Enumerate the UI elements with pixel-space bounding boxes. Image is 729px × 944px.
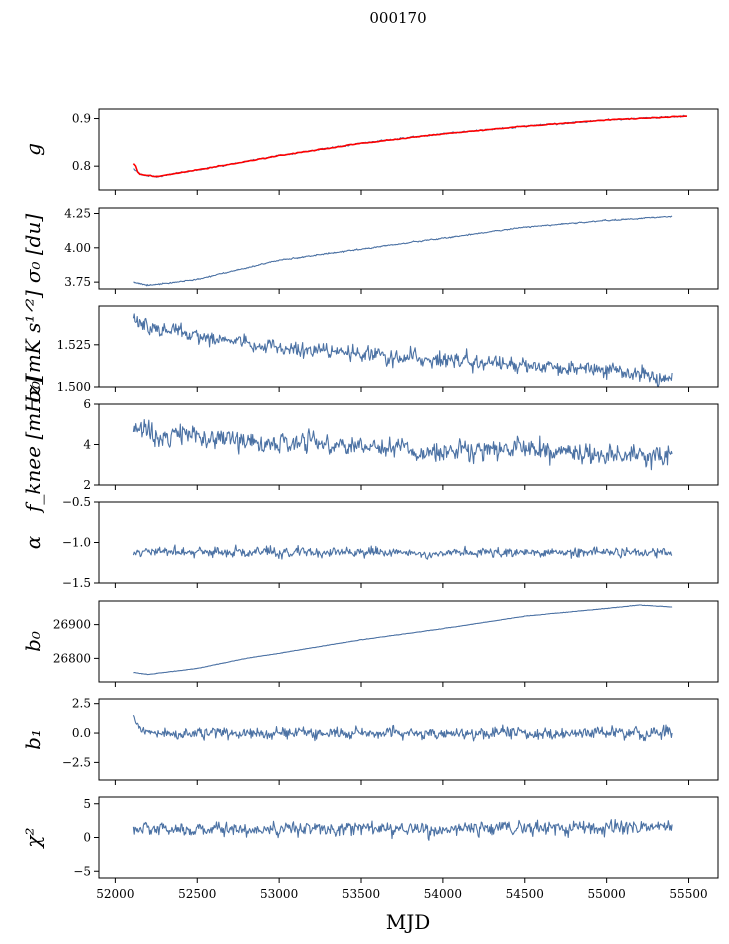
series-line-fknee bbox=[132, 419, 673, 471]
x-tick-label: 53500 bbox=[342, 887, 380, 901]
y-tick-label-chi2: 0 bbox=[83, 831, 91, 845]
y-axis-label-b0: b₀ bbox=[21, 631, 45, 652]
axes-frame-fknee bbox=[98, 403, 719, 486]
y-axis-label-g: g bbox=[21, 143, 45, 156]
y-tick-label-chi2: 5 bbox=[83, 797, 91, 811]
panel-sigma0_du: 3.75 4.00 4.25 σ₀ [du] bbox=[21, 206, 719, 294]
shared-x-axis: 52000 52500 53000 53500 54000 54500 55000 55500 bbox=[96, 887, 707, 901]
y-tick-label-fknee: 2 bbox=[83, 478, 91, 492]
y-tick-label-sigma0_du: 4.00 bbox=[64, 241, 91, 255]
series-line-g bbox=[133, 114, 688, 178]
x-tick-label: 55000 bbox=[588, 887, 626, 901]
y-tick-label-alpha: −1.5 bbox=[62, 576, 91, 590]
series-line-alpha bbox=[132, 544, 673, 560]
panel-fknee: 2 4 6 f_knee [mHz] bbox=[21, 377, 719, 514]
x-tick-label: 54500 bbox=[506, 887, 544, 901]
figure-suptitle: 000170 bbox=[369, 9, 426, 27]
y-tick-label-fknee: 6 bbox=[83, 397, 91, 411]
x-axis-label: MJD bbox=[386, 910, 431, 934]
y-axis-label-chi2: χ² bbox=[21, 827, 45, 849]
axes-frame-b1 bbox=[98, 698, 719, 781]
y-tick-label-alpha: −0.5 bbox=[62, 495, 91, 509]
panel-alpha: −1.5 −1.0 −0.5 α bbox=[21, 495, 719, 590]
y-tick-label-fknee: 4 bbox=[83, 438, 91, 452]
x-tick-label: 52500 bbox=[178, 887, 216, 901]
y-tick-label-g: 0.8 bbox=[72, 159, 91, 173]
y-tick-label-b1: 2.5 bbox=[72, 697, 91, 711]
y-tick-label-alpha: −1.0 bbox=[62, 536, 91, 550]
series-line-b1 bbox=[132, 714, 673, 742]
overlay-line-g bbox=[132, 115, 687, 178]
y-tick-label-b1: −2.5 bbox=[62, 755, 91, 769]
y-axis-label-alpha: α bbox=[21, 535, 45, 549]
y-axis-label-sigma0_mk: σ₀[mK s¹ᐟ²] bbox=[21, 290, 45, 403]
axes-frame-chi2 bbox=[98, 796, 719, 879]
axes-frame-b0 bbox=[98, 600, 719, 683]
y-tick-label-sigma0_du: 4.25 bbox=[64, 206, 91, 220]
y-tick-label-sigma0_mk: 1.525 bbox=[57, 338, 91, 352]
y-tick-label-b0: 26800 bbox=[53, 651, 91, 665]
panel-g: 0.8 0.9 g bbox=[21, 108, 719, 195]
panel-sigma0_mk: 1.500 1.525 σ₀[mK s¹ᐟ²] bbox=[21, 290, 719, 403]
panel-chi2: −5 0 5 χ² bbox=[21, 796, 719, 883]
x-tick-label: 53000 bbox=[260, 887, 298, 901]
y-tick-label-b1: 0.0 bbox=[72, 726, 91, 740]
axes-frame-g bbox=[98, 108, 719, 191]
series-line-b0 bbox=[133, 604, 673, 676]
y-tick-label-g: 0.9 bbox=[72, 112, 91, 126]
axes-frame-sigma0_du bbox=[98, 207, 719, 290]
axes-frame-alpha bbox=[98, 501, 719, 584]
y-axis-label-b1: b₁ bbox=[21, 729, 45, 750]
x-tick-label: 52000 bbox=[96, 887, 134, 901]
y-tick-label-sigma0_du: 3.75 bbox=[64, 275, 91, 289]
subplot-panels: 0.8 0.9 g 3.75 4.00 4.25 σ₀ [du] 1.500 1.525 σ₀[m… bbox=[21, 108, 719, 883]
y-tick-label-b0: 26900 bbox=[53, 618, 91, 632]
y-axis-label-fknee: f_knee [mHz] bbox=[21, 377, 45, 514]
series-line-sigma0_du bbox=[133, 215, 673, 287]
panel-b1: −2.5 0.0 2.5 b₁ bbox=[21, 697, 719, 785]
y-tick-label-sigma0_mk: 1.500 bbox=[57, 380, 91, 394]
axes-frame-sigma0_mk bbox=[98, 305, 719, 388]
y-axis-label-sigma0_du: σ₀ [du] bbox=[21, 214, 45, 284]
series-line-chi2 bbox=[132, 819, 673, 841]
series-line-sigma0_mk bbox=[132, 313, 673, 388]
x-tick-label: 54000 bbox=[424, 887, 462, 901]
panel-b0: 26800 26900 b₀ bbox=[21, 600, 719, 687]
x-tick-label: 55500 bbox=[669, 887, 707, 901]
y-tick-label-chi2: −5 bbox=[73, 864, 91, 878]
